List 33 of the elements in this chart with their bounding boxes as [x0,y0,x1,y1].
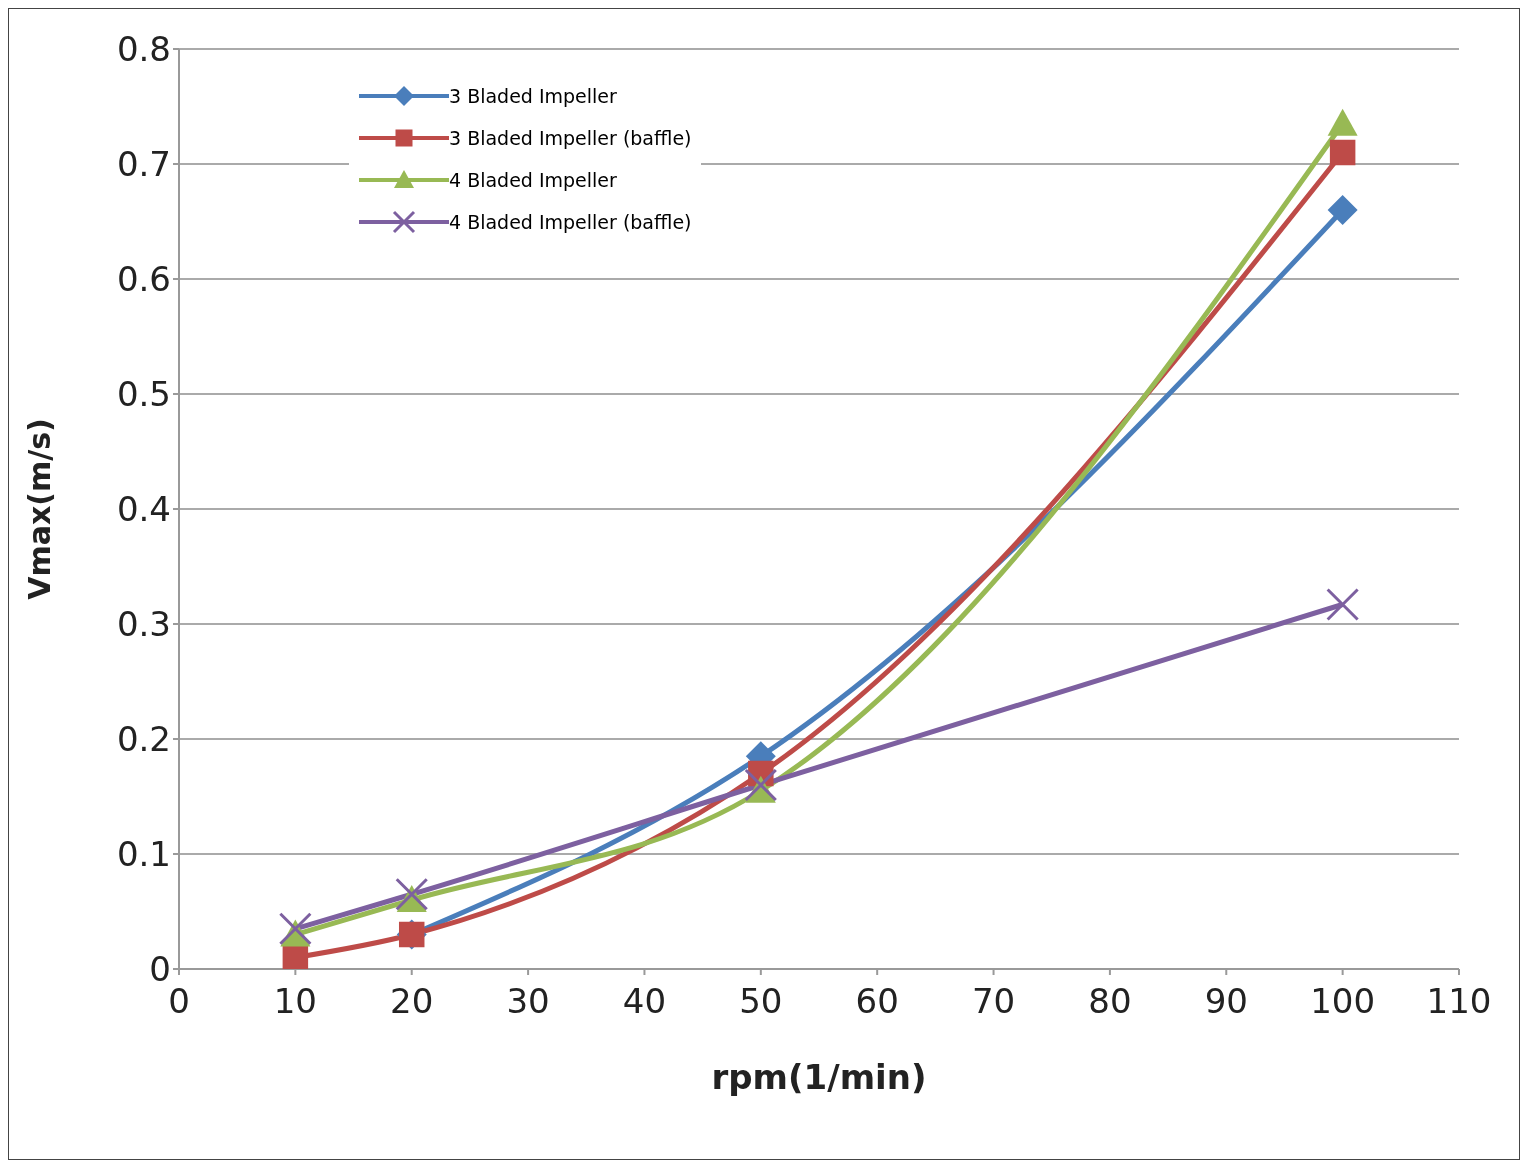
point [744,768,778,802]
point [1327,195,1358,225]
point [1327,108,1358,136]
x-tick-label: 90 [1204,981,1248,1022]
y-tick-label: 0.6 [116,259,171,300]
y-tick-label: 0.1 [116,834,171,875]
point [1326,587,1360,621]
point [278,912,312,946]
x-tick-label: 110 [1426,981,1492,1022]
x-tick-label: 20 [390,981,434,1022]
x-tick-label: 40 [622,981,667,1022]
x-tick-label: 100 [1310,981,1376,1022]
legend-label: 3 Bladed Impeller [449,85,617,107]
x-tick-label: 10 [273,981,317,1022]
y-tick-label: 0.8 [116,29,171,70]
x-tick-label: 50 [739,981,783,1022]
x-tick-label: 70 [971,981,1016,1022]
y-tick-label: 0 [149,949,171,990]
x-tick-label: 80 [1088,981,1132,1022]
y-tick-label: 0.7 [116,144,171,185]
x-axis-title: rpm(1/min) [711,1057,927,1097]
legend-label: 3 Bladed Impeller (baffle) [449,127,692,149]
point [395,877,429,911]
y-tick-label: 0.4 [116,489,171,530]
legend-label: 4 Bladed Impeller [449,169,617,191]
point [1329,139,1356,166]
y-tick-label: 0.2 [116,719,171,760]
x-tick-label: 60 [855,981,899,1022]
y-axis-title: Vmax(m/s) [21,418,57,600]
y-tick-label: 0.3 [116,604,171,645]
y-tick-label: 0.5 [116,374,171,415]
legend-label: 4 Bladed Impeller (baffle) [449,211,692,233]
x-tick-label: 30 [506,981,550,1022]
